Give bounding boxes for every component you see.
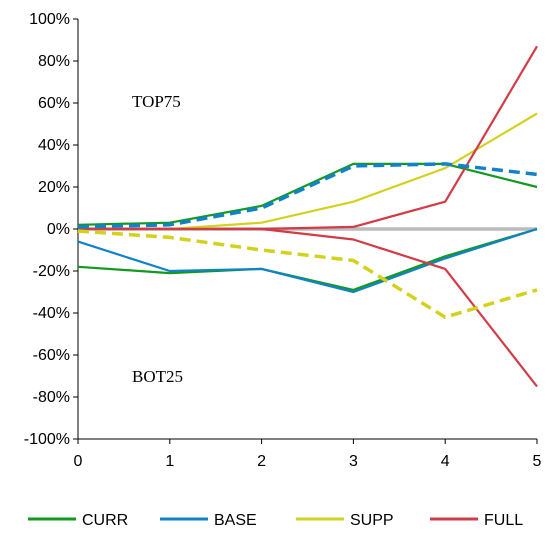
x-tick-label: 2 [257,453,266,470]
y-tick-label: 100% [29,11,70,28]
y-tick-label: -40% [33,305,70,322]
x-tick-label: 0 [74,453,83,470]
y-tick-label: -20% [33,263,70,280]
annotation-bot25: BOT25 [132,367,183,386]
annotation-top75: TOP75 [132,92,181,111]
legend-label-base: BASE [214,512,257,529]
y-tick-label: -100% [24,431,70,448]
series-layer [77,45,538,388]
series-line-bot25-full [78,227,538,388]
series-line-top75-full [78,45,538,231]
legend-label-curr: CURR [82,512,128,529]
x-tick-label: 1 [165,453,174,470]
series-line-bot25-base [77,227,538,294]
y-tick-label: 40% [38,137,70,154]
series-line-top75-base [77,162,538,229]
legend-label-full: FULL [484,512,523,529]
y-tick-label: 20% [38,179,70,196]
x-tick-label: 3 [349,453,358,470]
y-tick-label: 80% [38,53,70,70]
legend-label-supp: SUPP [350,512,394,529]
series-line-top75-curr [77,162,538,226]
series-line-top75-supp [78,112,538,231]
series-line-bot25-supp [77,229,538,319]
x-tick-label: 5 [533,453,542,470]
annotations: TOP75 BOT25 [132,92,183,386]
y-tick-label: -80% [33,389,70,406]
y-tick-label: -60% [33,347,70,364]
y-tick-label: 60% [38,95,70,112]
x-tick-label: 4 [441,453,450,470]
axes: 100% 80% 60% 40% 20% 0% -20% -40% -60% -80% -100%0… [24,11,542,470]
y-tick-label: 0% [47,221,70,238]
legend: CURR BASE SUPP FULL [28,512,523,529]
